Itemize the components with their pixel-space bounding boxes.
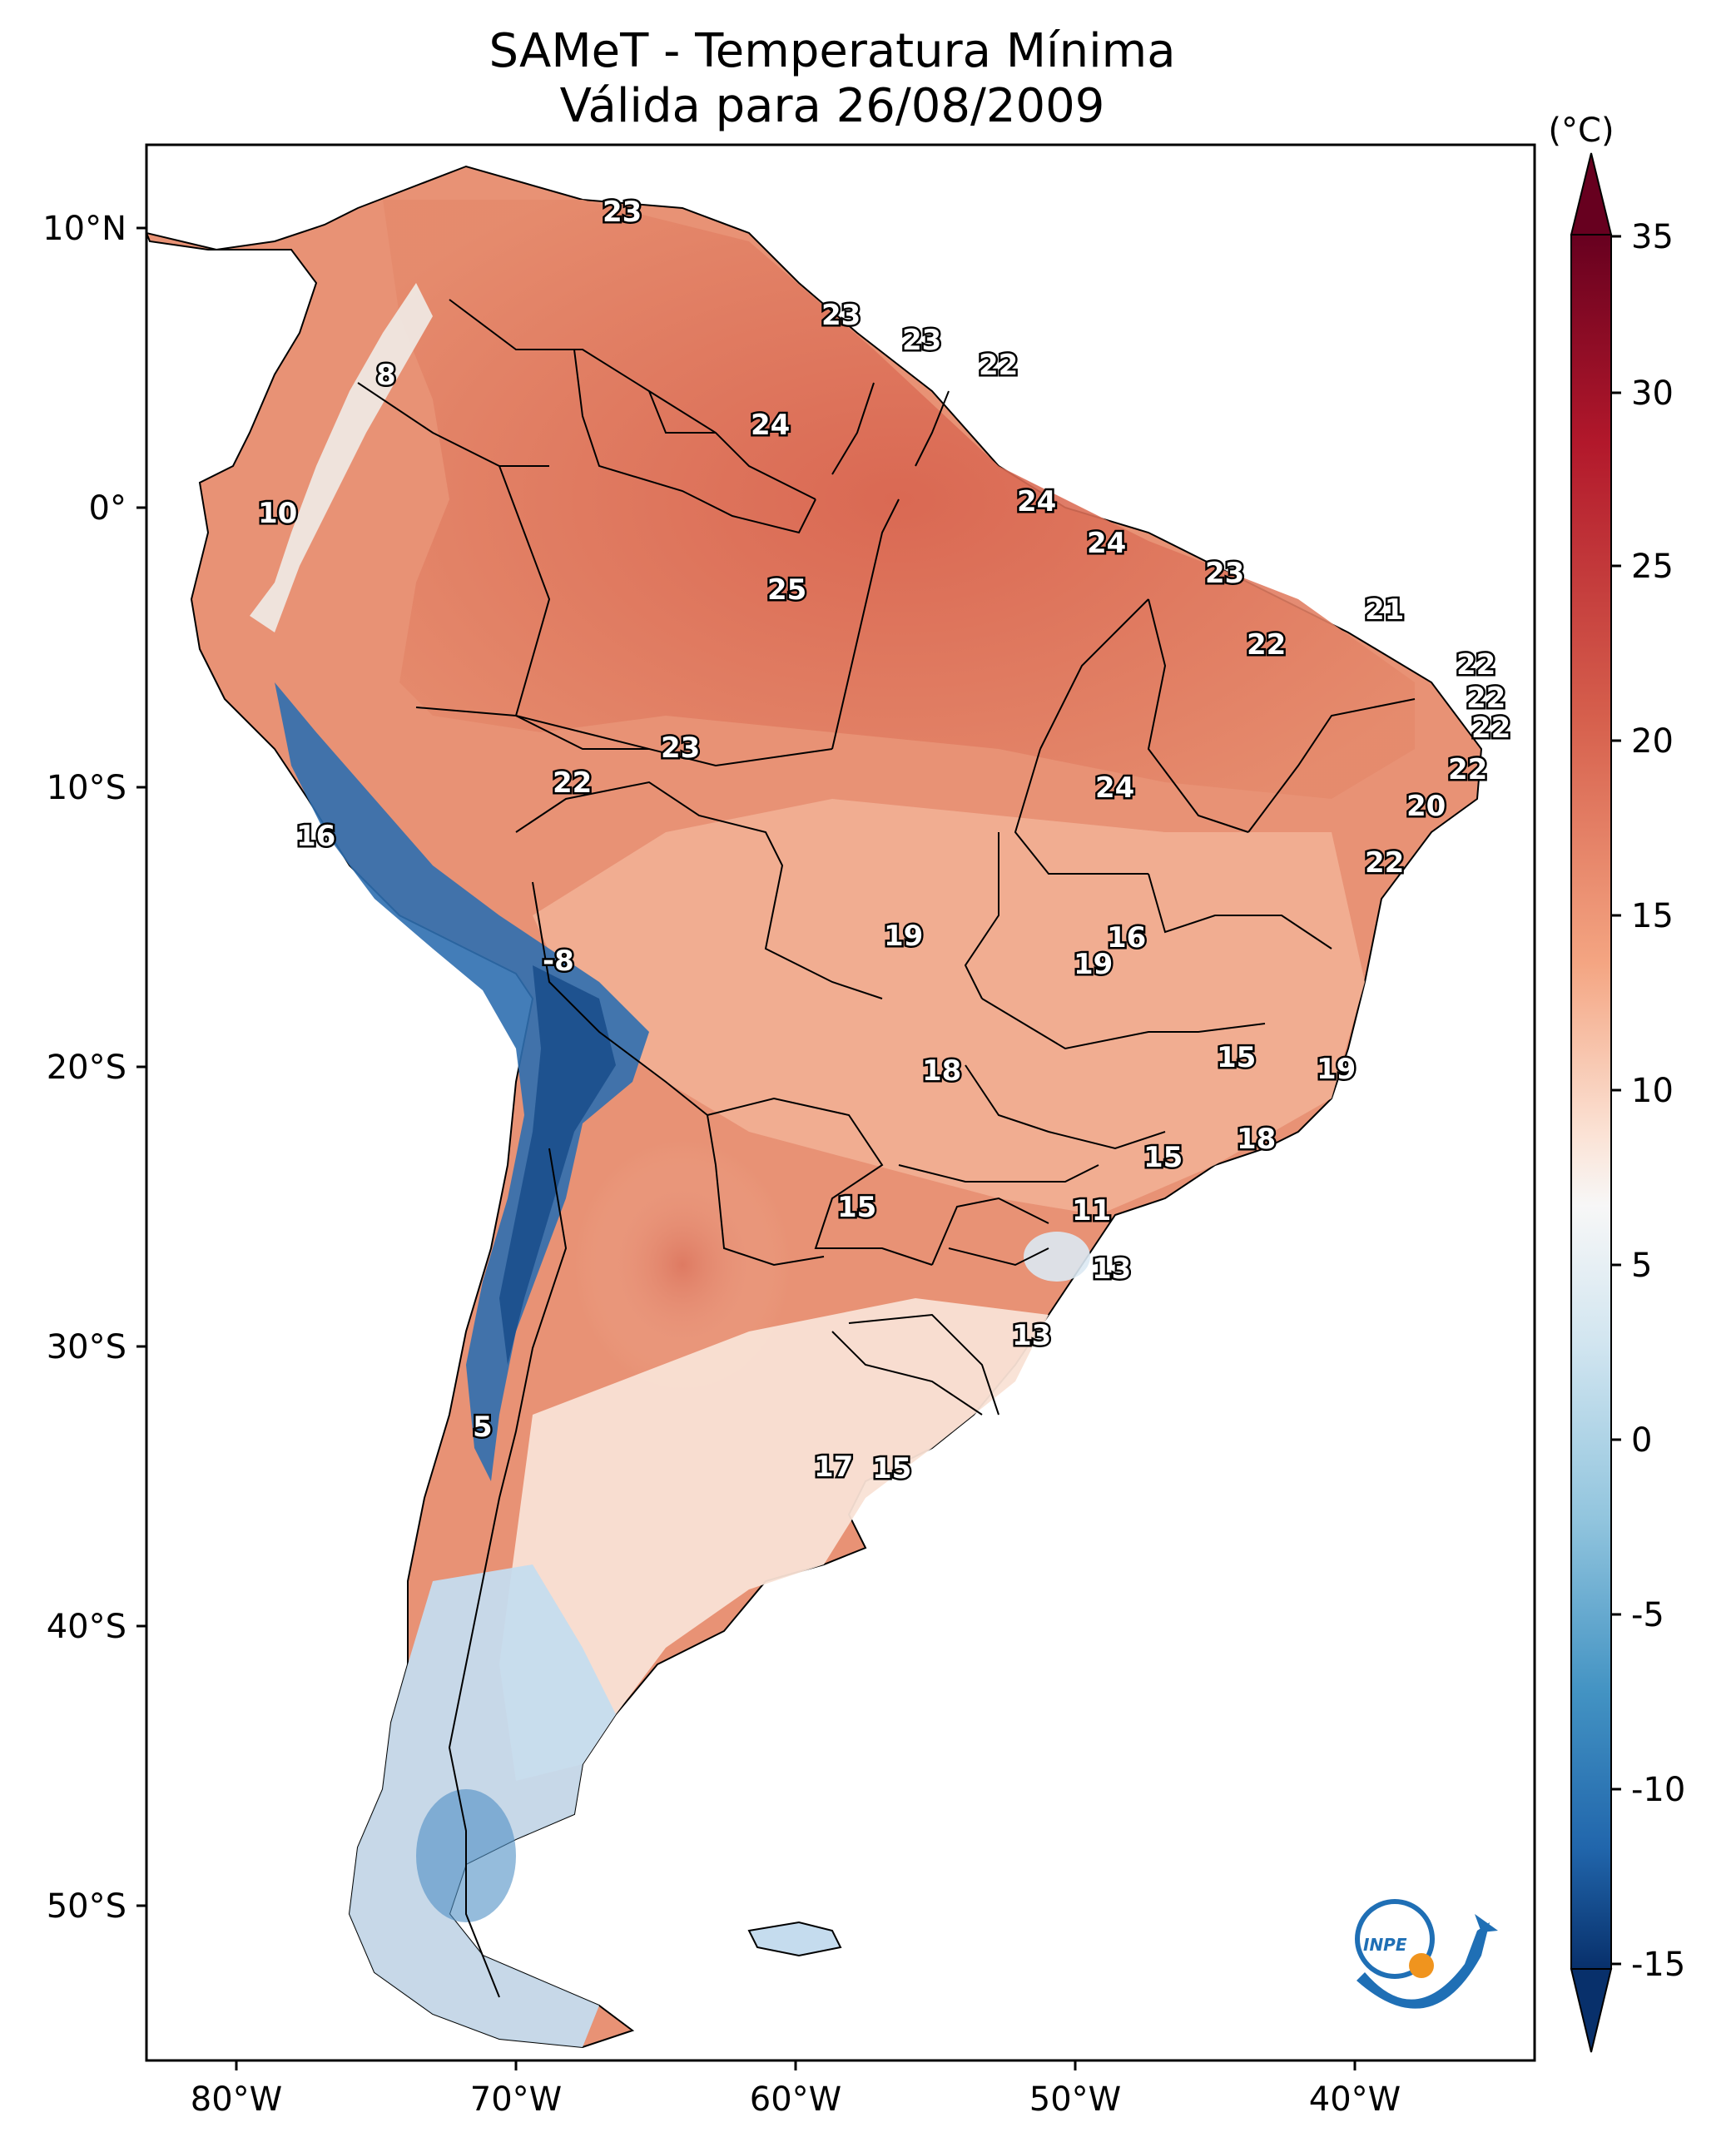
southern-cone-region — [499, 1298, 1049, 1781]
station-value: 15 — [1217, 1041, 1256, 1074]
station-value: 8 — [376, 359, 396, 392]
station-value: 15 — [837, 1191, 876, 1224]
lon-tick: 70°W — [470, 2080, 562, 2119]
colorbar-body — [1570, 234, 1612, 1970]
lat-tick: 10°S — [47, 769, 126, 807]
continent-layer — [146, 165, 1483, 2049]
lon-tick: 50°W — [1029, 2080, 1121, 2119]
map-title-line2: Válida para 26/08/2009 — [559, 79, 1105, 133]
logo-ring — [1355, 1899, 1435, 1979]
station-value: 24 — [1087, 527, 1126, 560]
station-value: 25 — [767, 573, 806, 607]
station-value: 22 — [1365, 846, 1404, 880]
station-value: -8 — [543, 945, 574, 978]
station-value: 19 — [1317, 1053, 1356, 1086]
lon-tick-labels: 80°W 70°W 60°W 50°W 40°W — [191, 2080, 1401, 2119]
inpe-logo: INPE — [1355, 1899, 1498, 2009]
lat-tick: 0° — [89, 489, 126, 528]
station-value: 22 — [1456, 648, 1495, 682]
lat-tick: 30°S — [47, 1328, 126, 1366]
colorbar-tick: -5 — [1631, 1596, 1664, 1634]
lat-tick-labels: 10°N 0° 10°S 20°S 30°S 40°S 50°S — [42, 210, 126, 1926]
station-value: 23 — [603, 196, 642, 229]
station-value: 22 — [1471, 712, 1510, 745]
station-value: 11 — [1072, 1194, 1111, 1227]
station-value: 23 — [821, 299, 861, 332]
lon-ticks — [235, 2060, 1357, 2070]
station-value: 19 — [1074, 948, 1113, 981]
logo-arrow — [1475, 1914, 1498, 1932]
station-value: 22 — [1247, 628, 1286, 662]
colorbar-tick: 30 — [1631, 374, 1674, 413]
northern-andes-cool — [250, 283, 433, 632]
andes-deep-cold — [499, 965, 616, 1365]
station-value: 22 — [553, 766, 592, 800]
lon-tick: 40°W — [1309, 2080, 1401, 2119]
station-value: 10 — [258, 497, 297, 530]
station-value: 13 — [1092, 1252, 1131, 1286]
station-value: 16 — [296, 820, 335, 853]
station-value: 15 — [1143, 1141, 1183, 1174]
colorbar-unit: (°C) — [1548, 112, 1614, 150]
logo-swoosh — [1357, 1922, 1490, 2009]
falkland-islands — [747, 1921, 842, 1957]
lon-tick: 80°W — [191, 2080, 282, 2119]
colorbar-top-arrow — [1570, 152, 1613, 236]
lon-tick: 60°W — [750, 2080, 841, 2119]
station-value: 22 — [1466, 682, 1505, 715]
station-value: 16 — [1107, 921, 1146, 955]
station-value: 22 — [1448, 753, 1487, 786]
colorbar-tick: -15 — [1631, 1946, 1685, 1984]
station-value: 20 — [1406, 790, 1446, 823]
station-value: 23 — [1205, 557, 1244, 590]
station-value: 18 — [1237, 1123, 1276, 1156]
colorbar-tick: 0 — [1631, 1421, 1652, 1460]
station-value: 13 — [1012, 1319, 1051, 1352]
lat-tick: 50°S — [47, 1887, 126, 1926]
colorbar-tick: 10 — [1631, 1072, 1674, 1110]
station-value: 22 — [979, 349, 1018, 382]
colorbar-bottom-arrow — [1570, 1968, 1613, 2053]
lat-tick: 20°S — [47, 1049, 126, 1087]
station-labels: 23 8 23 23 22 24 10 24 24 25 23 21 22 22… — [256, 194, 1513, 1488]
colorbar-tick: 15 — [1631, 897, 1674, 935]
station-value: 5 — [473, 1411, 493, 1444]
lat-tick: 40°S — [47, 1608, 126, 1646]
lat-ticks — [136, 226, 146, 1907]
colorbar-tick: -10 — [1631, 1771, 1685, 1809]
logo-dot — [1409, 1953, 1434, 1978]
colorbar-tick: 25 — [1631, 548, 1674, 586]
station-value: 24 — [1017, 485, 1056, 518]
map-title-line1: SAMeT - Temperatura Mínima — [489, 24, 1176, 78]
chaco-warm-area — [574, 1140, 791, 1390]
andes-cold-band — [275, 682, 649, 1481]
station-value: 24 — [751, 409, 790, 442]
station-value: 21 — [1365, 593, 1404, 627]
colorbar-tick: 20 — [1631, 722, 1674, 761]
colorbar-tick: 5 — [1631, 1247, 1652, 1285]
colorbar-tick: 35 — [1631, 218, 1674, 256]
south-brazil-cool — [1024, 1232, 1090, 1282]
station-value: 19 — [884, 920, 923, 953]
colorbar: (°C) 35 30 25 20 15 10 5 0 -5 -10 -15 — [1548, 112, 1685, 2053]
station-value: 17 — [814, 1450, 853, 1484]
station-value: 24 — [1095, 771, 1134, 805]
country-borders — [357, 299, 1416, 1998]
lat-tick: 10°N — [42, 210, 126, 248]
logo-text: INPE — [1363, 1935, 1407, 1955]
station-value: 18 — [922, 1054, 961, 1088]
station-value: 23 — [902, 324, 941, 357]
station-value: 15 — [872, 1452, 911, 1485]
station-value: 23 — [661, 731, 700, 765]
